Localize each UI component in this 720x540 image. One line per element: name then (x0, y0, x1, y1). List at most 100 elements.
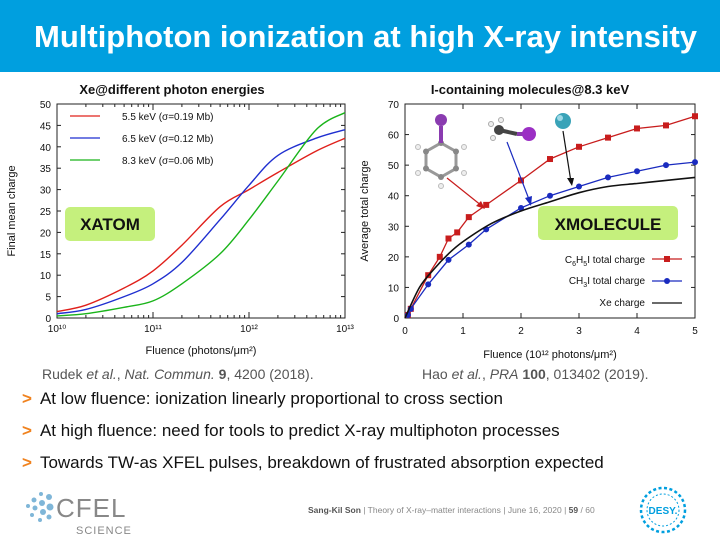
bullet-3: > Towards TW-as XFEL pulses, breakdown of… (22, 453, 604, 473)
bullet-3-mark: > (22, 453, 32, 472)
title-bar: Multiphoton ionization at high X-ray int… (0, 0, 720, 72)
left-ytick-label: 25 (40, 207, 52, 218)
c6h5i-molecule-icon (415, 114, 467, 189)
right-series-1-point-4 (465, 241, 472, 248)
citation-left-volume: 9 (218, 366, 227, 382)
xatom-badge (65, 207, 155, 241)
footer-talk: Theory of X-ray–matter interactions (367, 505, 501, 515)
citation-left-authors: Rudek (42, 366, 87, 382)
left-xtick-label: 10¹⁰ (48, 324, 66, 335)
legend-label-c6h5i: C6H5I total charge (565, 255, 646, 268)
xatom-label: XATOM (80, 215, 140, 234)
right-ytick-label: 10 (388, 283, 400, 294)
cfel-name: CFEL (56, 493, 126, 523)
left-axis-ticks: 0 5 10 15 20 25 30 35 40 45 50 10¹⁰ 10¹¹ 10¹² 10¹³ (40, 100, 355, 335)
molecule-arrows (446, 130, 574, 209)
right-series-0-point-14 (692, 113, 698, 120)
right-plot-frame (404, 103, 696, 319)
right-series-0-point-13 (663, 122, 669, 129)
bullet-1: > At low fluence: ionization linearly pro… (22, 389, 503, 409)
left-ylabel: Final mean charge (6, 165, 18, 256)
right-series-1-point-9 (605, 174, 611, 181)
legend-label-5-5kev: 5.5 keV (σ=0.19 Mb) (122, 112, 214, 123)
left-xtick-label: 10¹² (240, 324, 258, 335)
right-series-0-point-11 (605, 134, 611, 141)
right-series-line-2 (404, 176, 696, 319)
right-axis-ticks: 0 10 20 30 40 50 60 70 0 1 2 3 4 5 (388, 100, 698, 337)
right-series-0-point-6 (465, 214, 472, 221)
right-chart: I-containing molecules@8.3 keV 010203040… (359, 82, 698, 361)
right-series-1-point-12 (692, 159, 698, 166)
right-ylabel: Average total charge (359, 160, 371, 261)
left-ytick-label: 40 (40, 143, 52, 154)
footer-sep-3: | (561, 505, 569, 515)
citation-right: Hao et al., PRA 100, 013402 (2019). (422, 366, 649, 382)
right-ytick-label: 50 (388, 161, 400, 172)
right-xtick-label: 4 (634, 326, 640, 337)
citation-right-etal: et al. (451, 366, 482, 382)
citation-right-volume: 100 (522, 366, 546, 382)
right-series-0-point-4 (445, 235, 452, 242)
bullet-1-text: At low fluence: ionization linearly prop… (39, 389, 503, 408)
citation-right-rest: , 013402 (2019). (545, 366, 649, 382)
right-series-0-point-3 (436, 253, 443, 260)
right-series-1-point-2 (425, 281, 432, 288)
right-xlabel: Fluence (10¹² photons/μm²) (483, 349, 617, 361)
xe-atom-icon (555, 113, 571, 129)
right-ytick-label: 40 (388, 192, 400, 203)
right-xtick-label: 2 (518, 326, 524, 337)
left-ytick-label: 35 (40, 164, 52, 175)
bullet-2-mark: > (22, 421, 32, 440)
left-chart: Xe@different photon energies 0 5 10 15 20 25 3… (6, 82, 355, 357)
right-series-1-point-3 (445, 256, 452, 263)
bullet-2-text: At high fluence: need for tools to predi… (39, 421, 560, 440)
xmolecule-label: XMOLECULE (555, 215, 662, 234)
right-xtick-label: 5 (692, 326, 698, 337)
right-series-0-point-10 (576, 143, 582, 150)
right-ytick-label: 0 (393, 314, 399, 325)
desy-name: DESY. (649, 506, 678, 517)
right-ytick-label: 60 (388, 131, 400, 142)
legend-label-8-3kev: 8.3 keV (σ=0.06 Mb) (122, 156, 214, 167)
cfel-logo: CFEL SCIENCE (26, 492, 132, 537)
bullet-3-text: Towards TW-as XFEL pulses, breakdown of … (39, 453, 604, 472)
left-xlabel: Fluence (photons/μm²) (146, 345, 257, 357)
left-series-line-1 (56, 129, 346, 315)
right-xtick-label: 1 (460, 326, 466, 337)
left-xtick-label: 10¹¹ (144, 324, 162, 335)
left-series-line-0 (56, 137, 346, 313)
left-chart-title: Xe@different photon energies (79, 82, 264, 97)
footer-author: Sang-Kil Son (308, 505, 361, 515)
xmolecule-badge (538, 206, 678, 240)
legend-label-ch3i: CH3I total charge (569, 276, 646, 289)
citation-right-authors: Hao (422, 366, 452, 382)
right-xtick-label: 3 (576, 326, 582, 337)
footer-date: June 16, 2020 (507, 505, 562, 515)
citation-left-etal: et al. (86, 366, 117, 382)
citation-left-sep: , (116, 366, 125, 382)
right-series-1-point-7 (547, 192, 553, 199)
right-series-0-point-9 (547, 156, 553, 163)
legend-marker-c6h5i (664, 256, 670, 262)
right-ytick-label: 30 (388, 222, 400, 233)
legend-marker-ch3i (664, 278, 670, 284)
left-legend: 5.5 keV (σ=0.19 Mb) 6.5 keV (σ=0.12 Mb) … (70, 112, 214, 167)
right-series-1-point-8 (576, 183, 582, 190)
cfel-sub: SCIENCE (76, 525, 132, 537)
right-ytick-label: 70 (388, 100, 400, 111)
left-ytick-label: 45 (40, 121, 52, 132)
left-curves (56, 111, 346, 317)
left-ytick-label: 30 (40, 186, 52, 197)
footer-sep-2: | (500, 505, 508, 515)
right-xtick-label: 0 (402, 326, 408, 337)
left-ytick-label: 15 (40, 250, 52, 261)
right-series-1-point-6 (518, 204, 524, 211)
left-ytick-label: 10 (40, 271, 52, 282)
left-ytick-label: 5 (45, 293, 51, 304)
left-ytick-label: 50 (40, 100, 52, 111)
left-series-line-2 (56, 111, 346, 317)
right-series-0-point-12 (634, 125, 640, 132)
right-chart-title: I-containing molecules@8.3 keV (431, 82, 630, 97)
legend-label-6-5kev: 6.5 keV (σ=0.12 Mb) (122, 134, 214, 145)
desy-logo: DESY. (639, 486, 687, 534)
